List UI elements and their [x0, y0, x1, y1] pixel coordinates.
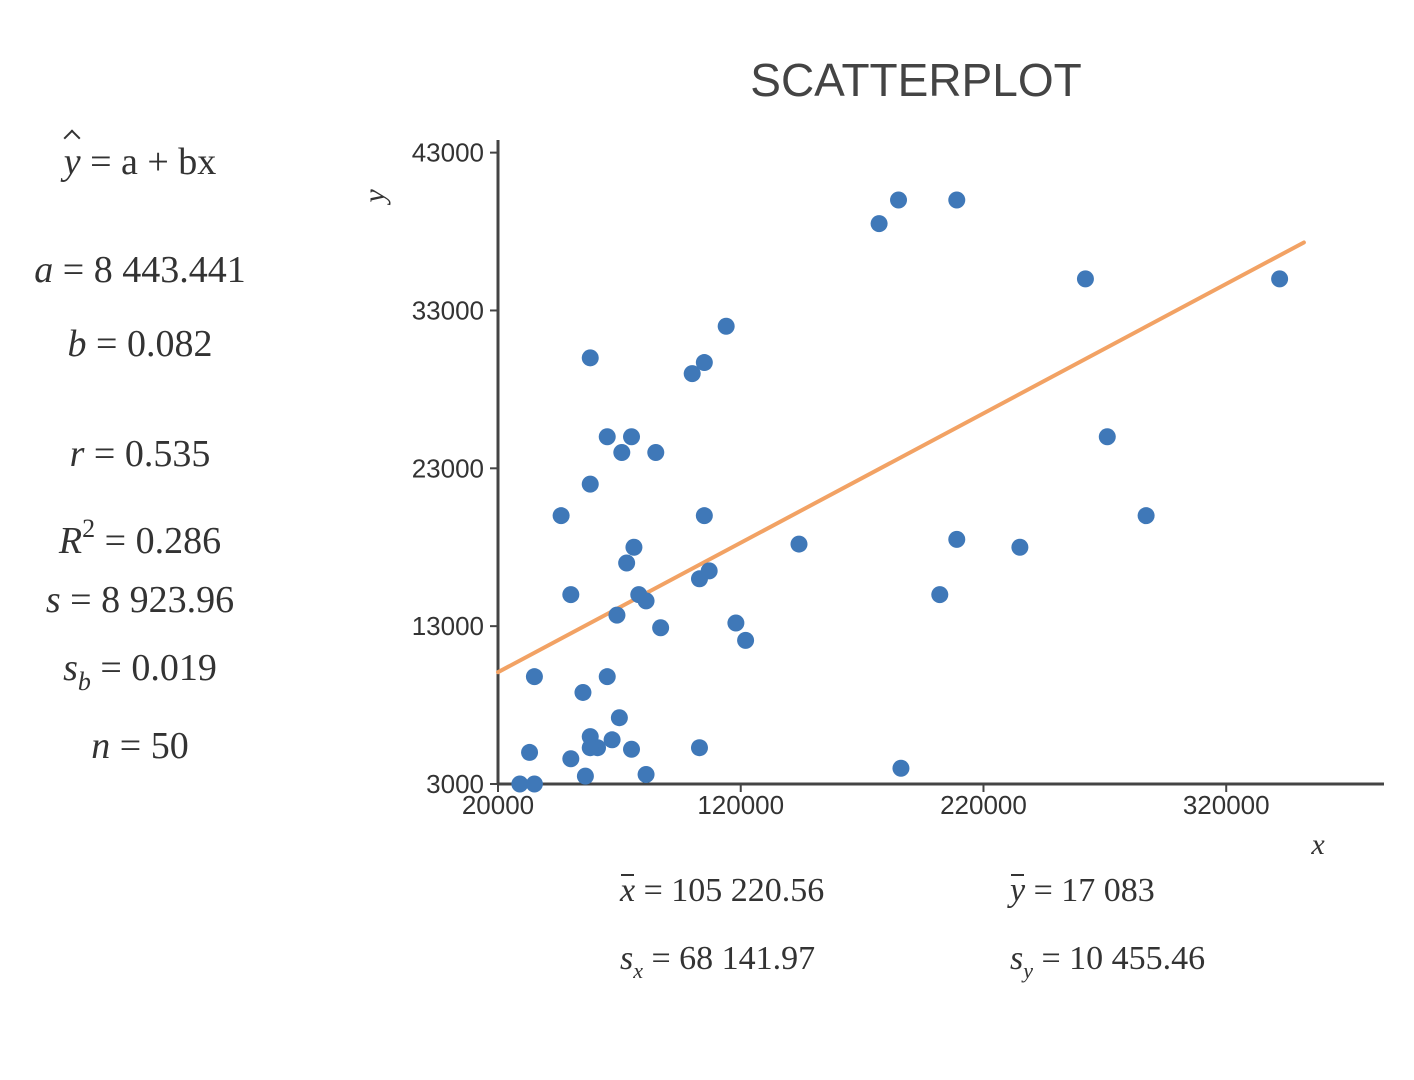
slope-std-error-value: = 0.019: [100, 647, 217, 689]
x-tick-label: 20000: [462, 790, 534, 820]
x-tick-label: 320000: [1183, 790, 1270, 820]
data-point: [613, 444, 631, 462]
data-point: [623, 428, 641, 446]
y-tick-label: 13000: [412, 611, 484, 641]
data-point: [695, 354, 713, 372]
data-point: [574, 683, 592, 701]
slope-std-error: sb = 0.019: [63, 647, 217, 696]
chart-title: SCATTERPLOT: [750, 54, 1081, 106]
data-point: [525, 775, 543, 793]
std-error-value: = 8 923.96: [70, 579, 235, 621]
x-tick-label: 120000: [697, 790, 784, 820]
data-point: [1098, 428, 1116, 446]
x-std-dev: sx = 68 141.97: [620, 940, 816, 983]
y-mean: y = 17 083: [1010, 872, 1155, 909]
data-point: [690, 739, 708, 757]
data-point: [1011, 538, 1029, 556]
data-point: [737, 631, 755, 649]
data-point: [610, 709, 628, 727]
equation-text: = a + bx: [90, 141, 217, 183]
std-error-s: s = 8 923.96: [45, 579, 235, 621]
data-point: [948, 191, 966, 209]
data-point: [647, 444, 665, 462]
intercept-a: a = 8 443.441: [34, 249, 246, 291]
x-mean-value: = 105 220.56: [643, 872, 825, 909]
y-std-dev-value: = 10 455.46: [1041, 940, 1206, 977]
data-point: [552, 507, 570, 525]
y-axis-label: y: [358, 189, 391, 206]
r-squared: R2 = 0.286: [58, 514, 222, 562]
data-point: [683, 365, 701, 383]
data-point: [790, 535, 808, 553]
data-point: [700, 562, 718, 580]
data-point: [892, 759, 910, 777]
data-point: [870, 215, 888, 233]
data-point: [1137, 507, 1155, 525]
correlation-value: = 0.535: [93, 433, 211, 475]
data-point: [603, 731, 621, 749]
regression-stats-panel: y = a + bx a = 8 443.441 b = 0.082 r = 0…: [0, 0, 280, 1080]
data-point: [1076, 270, 1094, 288]
sample-size-value: = 50: [119, 725, 189, 767]
y-tick-label: 33000: [412, 295, 484, 325]
data-point: [890, 191, 908, 209]
data-points: [511, 191, 1289, 793]
regression-equation: y = a + bx: [63, 141, 217, 183]
x-tick-label: 220000: [940, 790, 1027, 820]
axes: 3000 13000 23000 33000 43000 20000 120000 22000…: [412, 138, 1384, 820]
correlation-r: r = 0.535: [69, 433, 211, 475]
data-point: [598, 668, 616, 686]
data-point: [581, 349, 599, 367]
slope-value: = 0.082: [96, 323, 213, 365]
r-squared-value: = 0.286: [104, 520, 222, 562]
data-point: [598, 428, 616, 446]
data-point: [511, 775, 529, 793]
y-tick-label: 23000: [412, 453, 484, 483]
y-std-dev: sy = 10 455.46: [1010, 940, 1206, 983]
data-point: [727, 614, 745, 632]
regression-layer: [496, 240, 1306, 675]
data-point: [637, 592, 655, 610]
regression-line: [496, 240, 1306, 675]
slope-b: b = 0.082: [67, 323, 213, 365]
y-tick-label: 43000: [412, 138, 484, 168]
data-point: [562, 750, 580, 768]
data-point: [931, 586, 949, 604]
data-point: [717, 317, 735, 335]
data-point: [581, 475, 599, 493]
data-point: [576, 767, 594, 785]
data-point: [521, 743, 539, 761]
y-tick-label: 3000: [426, 769, 484, 799]
data-point: [623, 740, 641, 758]
data-point: [608, 606, 626, 624]
data-point: [637, 766, 655, 784]
intercept-value: = 8 443.441: [62, 249, 246, 291]
x-mean: x = 105 220.56: [620, 872, 825, 909]
y-mean-value: = 17 083: [1033, 872, 1155, 909]
x-axis-label: x: [1310, 828, 1325, 861]
data-point: [695, 507, 713, 525]
sample-size: n = 50: [91, 725, 189, 767]
data-point: [652, 619, 670, 637]
data-point: [562, 586, 580, 604]
x-std-dev-value: = 68 141.97: [651, 940, 816, 977]
data-point: [525, 668, 543, 686]
data-point: [948, 530, 966, 548]
data-point: [618, 554, 636, 572]
data-point: [581, 739, 599, 757]
data-point: [1271, 270, 1289, 288]
data-point: [625, 538, 643, 556]
